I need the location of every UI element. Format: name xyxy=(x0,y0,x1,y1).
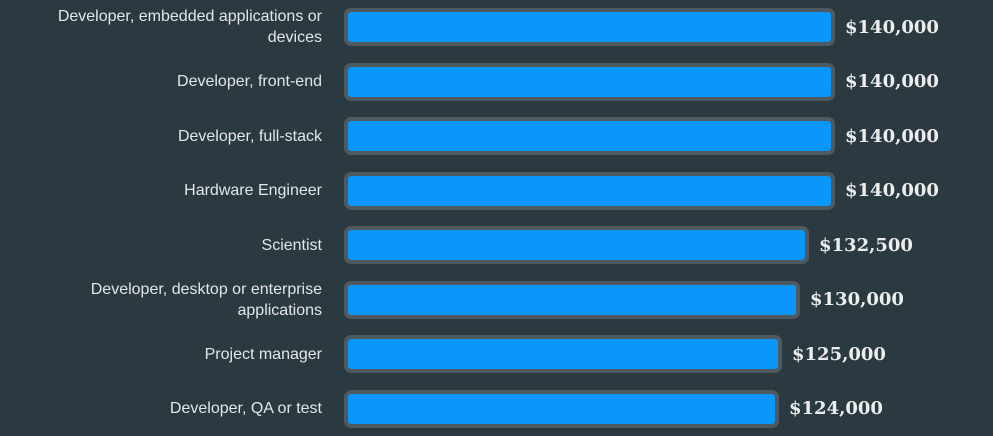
category-label: Developer, front-end xyxy=(177,73,322,91)
bar xyxy=(344,62,835,101)
value-label: $125,000 xyxy=(792,343,886,365)
bar-row: Developer, full-stack $140,000 xyxy=(0,109,993,164)
bar xyxy=(344,226,809,265)
bar xyxy=(344,280,800,319)
bar-area: $125,000 xyxy=(344,335,886,374)
bar-row: Developer, front-end $140,000 xyxy=(0,55,993,110)
bar xyxy=(344,117,835,156)
bar-row: Scientist $132,500 xyxy=(0,218,993,273)
bar-area: $140,000 xyxy=(344,8,939,47)
bar-area: $140,000 xyxy=(344,171,939,210)
value-label: $130,000 xyxy=(810,289,904,311)
value-label: $124,000 xyxy=(789,398,883,420)
bar-row: Developer, QA or test $124,000 xyxy=(0,382,993,436)
value-label: $140,000 xyxy=(845,125,939,147)
value-label: $140,000 xyxy=(845,16,939,38)
bar xyxy=(344,171,835,210)
category-label: Project manager xyxy=(204,345,322,363)
bar-row: Developer, embedded applications or devic… xyxy=(0,0,993,55)
category-label: Hardware Engineer xyxy=(184,182,322,200)
bar xyxy=(344,389,779,428)
category-label: Developer, embedded applications or devic… xyxy=(57,8,322,47)
bar-row: Developer, desktop or enterprise applicat… xyxy=(0,273,993,328)
bar-area: $132,500 xyxy=(344,226,913,265)
value-label: $132,500 xyxy=(819,234,913,256)
bar-row: Project manager $125,000 xyxy=(0,327,993,382)
bar-area: $140,000 xyxy=(344,117,939,156)
value-label: $140,000 xyxy=(845,180,939,202)
bar-row: Hardware Engineer $140,000 xyxy=(0,164,993,219)
bar-area: $140,000 xyxy=(344,62,939,101)
bar xyxy=(344,335,782,374)
value-label: $140,000 xyxy=(845,71,939,93)
bar-area: $130,000 xyxy=(344,280,904,319)
category-label: Developer, QA or test xyxy=(169,400,322,418)
category-label: Developer, desktop or enterprise applicat… xyxy=(90,280,322,319)
bar xyxy=(344,8,835,47)
bar-area: $124,000 xyxy=(344,389,883,428)
category-label: Scientist xyxy=(261,236,322,254)
category-label: Developer, full-stack xyxy=(177,127,322,145)
